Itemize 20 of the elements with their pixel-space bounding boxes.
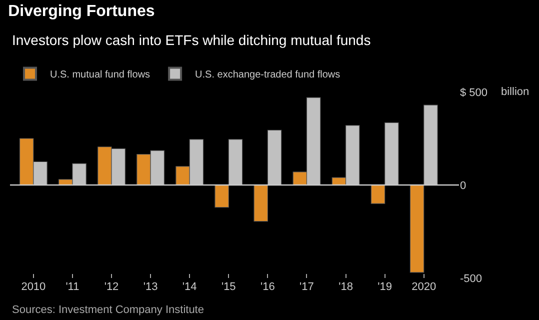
x-tick-label: '19 <box>378 281 392 293</box>
x-tick-label: '11 <box>66 281 80 293</box>
x-tick-label: '15 <box>221 281 236 293</box>
y-axis-title: billion <box>501 86 530 98</box>
legend-label: U.S. exchange-traded fund flows <box>195 70 340 81</box>
legend-label: U.S. mutual fund flows <box>50 70 150 81</box>
chart-subtitle: Investors plow cash into ETFs while ditching mutual funds <box>12 32 371 48</box>
chart-title: Diverging Fortunes <box>8 3 155 20</box>
y-tick-label: -500 <box>460 272 482 285</box>
x-tick-label: '13 <box>143 281 158 293</box>
y-tick-label: 0 <box>460 180 466 192</box>
x-tick-label: '17 <box>300 281 314 293</box>
x-tick-label: 2020 <box>412 281 436 293</box>
x-tick-label: '14 <box>182 281 197 293</box>
x-tick-label: '18 <box>338 281 353 293</box>
x-tick-label: '16 <box>260 281 275 293</box>
x-tick-label: '12 <box>104 281 119 293</box>
y-tick-label: $ 500 <box>460 86 488 99</box>
x-tick-label: 2010 <box>21 281 46 293</box>
source-note: Sources: Investment Company Institute <box>12 304 204 316</box>
